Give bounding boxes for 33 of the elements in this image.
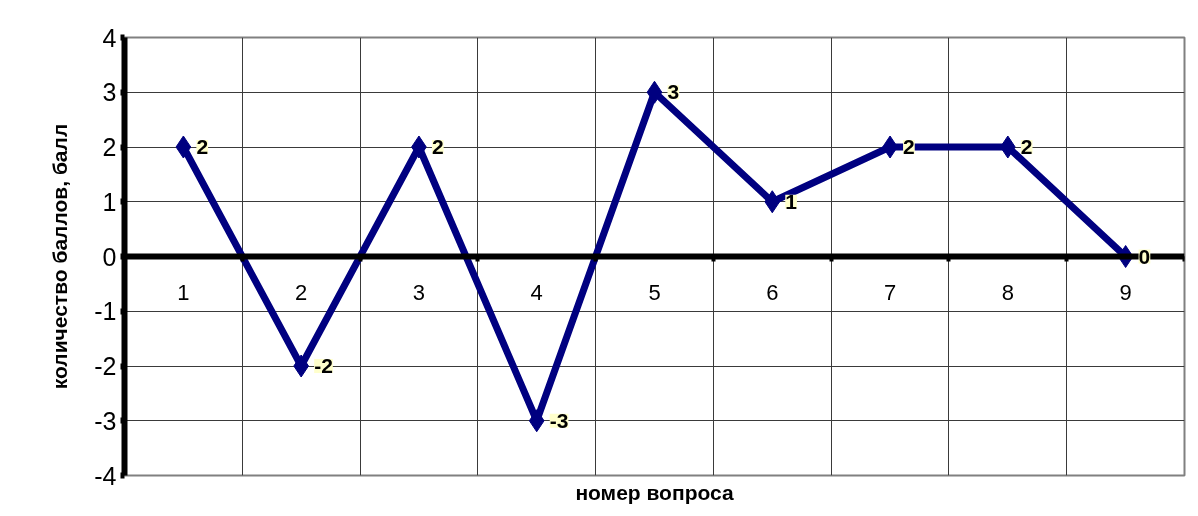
x-axis-title: номер вопроса xyxy=(575,480,734,504)
data-label: 0 xyxy=(1138,244,1151,268)
data-label: -2 xyxy=(314,354,333,377)
x-tick-label: 8 xyxy=(1001,279,1014,305)
data-label: 3 xyxy=(667,80,680,104)
data-label: 2 xyxy=(903,135,915,158)
point xyxy=(175,135,192,159)
x-tick-label: 2 xyxy=(295,279,308,305)
y-tick-label: -4 xyxy=(94,461,117,490)
x-tick-label: 9 xyxy=(1119,279,1132,305)
x-tick-label: 4 xyxy=(530,279,543,305)
y-tick-label: 3 xyxy=(102,78,117,107)
x-tick-label: 7 xyxy=(883,279,897,305)
x-tick-label: 3 xyxy=(412,279,426,305)
y-tick-label: -1 xyxy=(94,297,117,326)
data-label: 2 xyxy=(1020,135,1033,158)
point xyxy=(528,409,545,433)
y-tick-label: 1 xyxy=(102,187,117,216)
y-tick-label: -2 xyxy=(94,352,117,380)
data-label: -3 xyxy=(549,408,569,432)
point xyxy=(764,190,781,214)
data-label: 1 xyxy=(785,189,798,213)
data-label: 2 xyxy=(431,135,444,158)
y-tick-label: 4 xyxy=(102,23,117,52)
y-axis-title: количество баллов, балл xyxy=(48,123,72,390)
point xyxy=(646,80,663,104)
y-tick-label: 2 xyxy=(102,133,117,161)
y-tick-label: -3 xyxy=(94,406,117,435)
x-tick-label: 6 xyxy=(766,279,779,305)
x-tick-label: 1 xyxy=(177,279,190,305)
data-label: 2 xyxy=(196,135,209,158)
x-tick-label: 5 xyxy=(648,279,661,305)
y-tick-label: 0 xyxy=(102,242,117,271)
